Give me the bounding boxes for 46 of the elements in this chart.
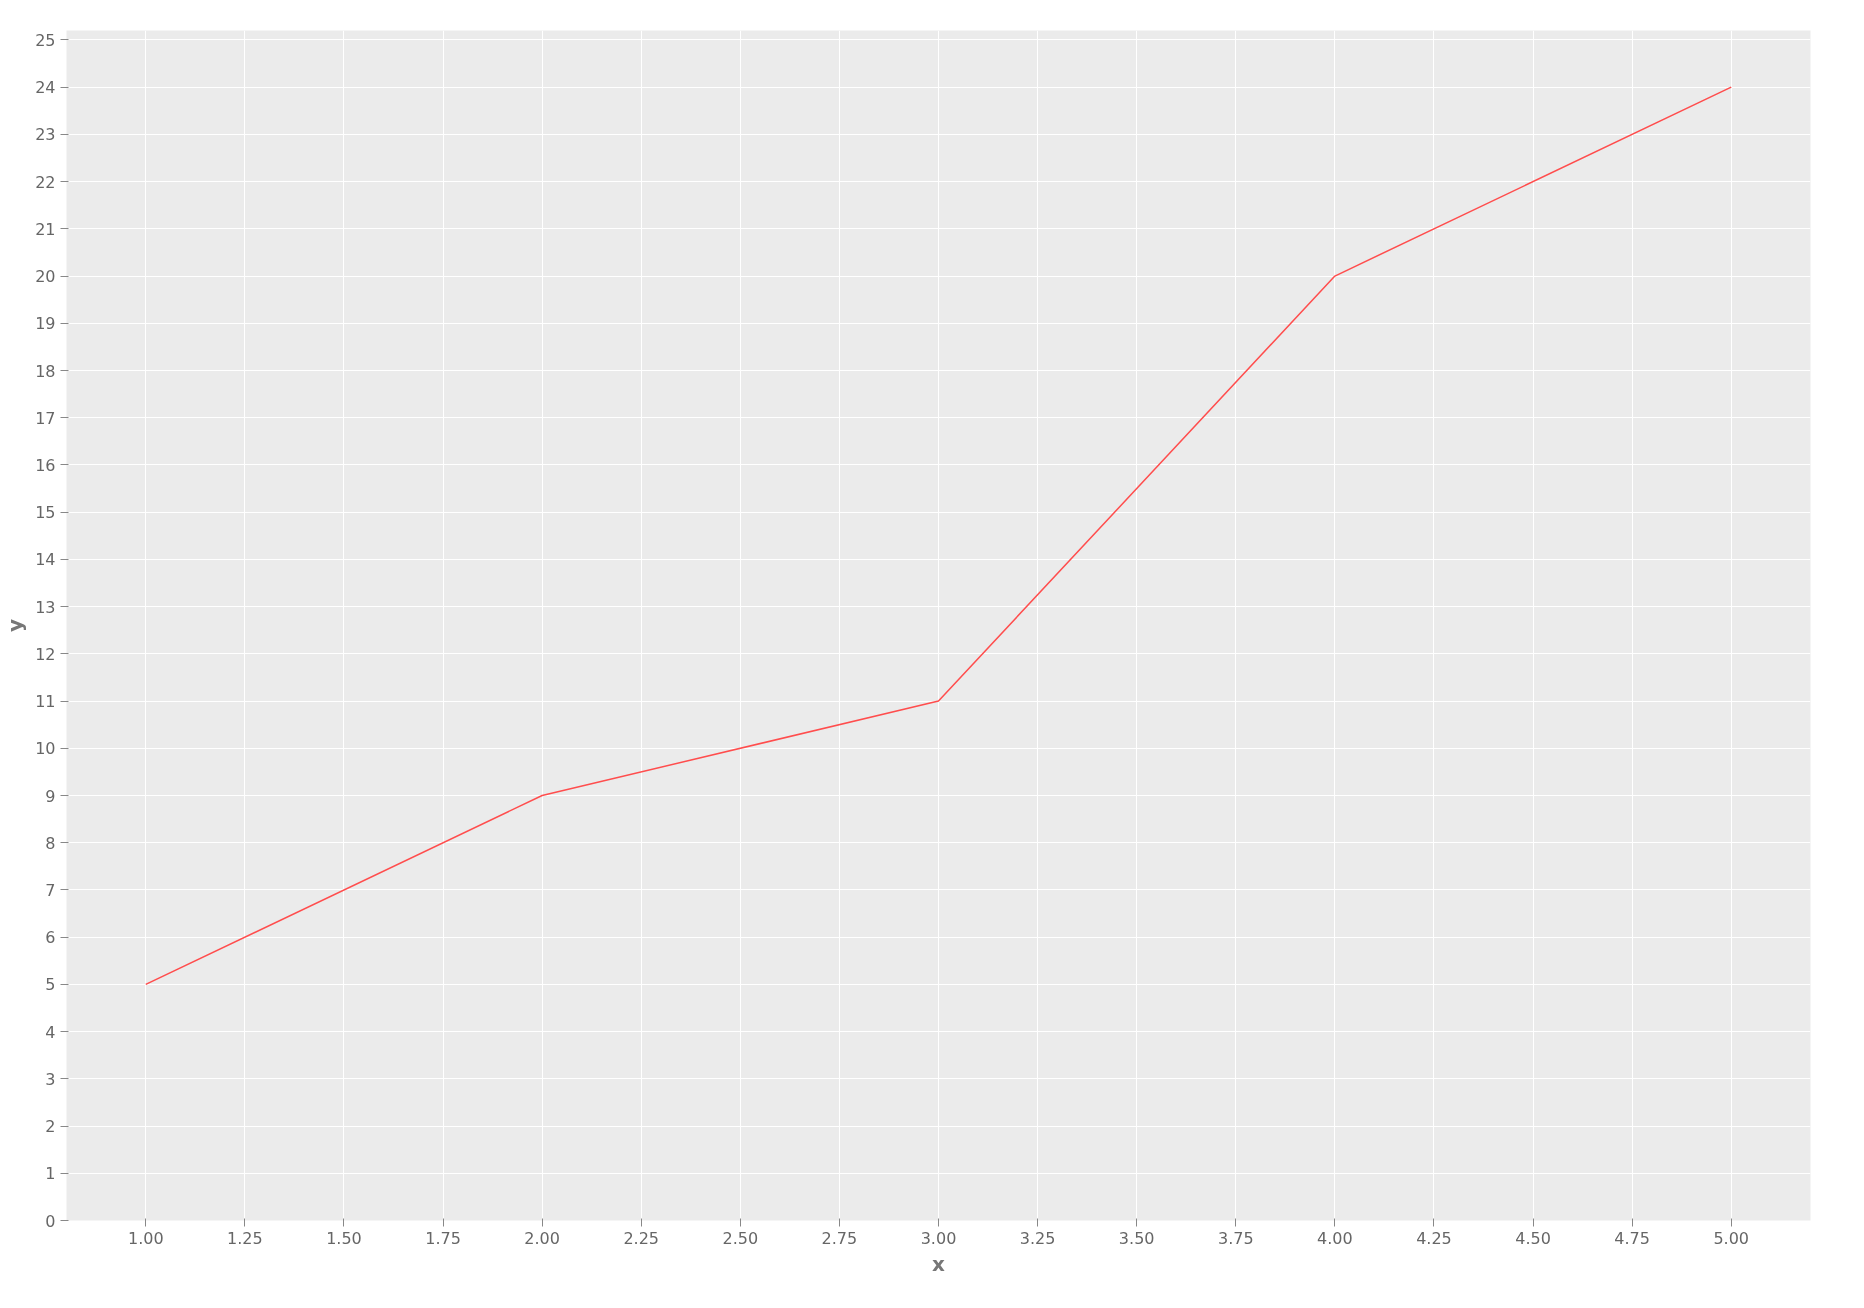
x-tick-label: 4.00 xyxy=(1317,1228,1353,1248)
line-series xyxy=(145,86,1732,986)
y-tick-label: 14 xyxy=(35,550,56,570)
y-tick-label: 2 xyxy=(45,1117,56,1137)
y-tick-label: 0 xyxy=(45,1211,56,1231)
y-tick-label: 5 xyxy=(45,975,56,995)
y-tick-label: 9 xyxy=(45,786,56,806)
y-tick-label: 23 xyxy=(35,125,56,145)
y-axis-title: y xyxy=(3,618,28,633)
x-tick-label: 4.25 xyxy=(1416,1228,1452,1248)
x-tick-label: 3.75 xyxy=(1217,1228,1254,1248)
x-tick-label: 3.00 xyxy=(920,1228,957,1248)
y-tick-label: 18 xyxy=(35,361,56,381)
y-tick-label: 22 xyxy=(35,172,56,192)
x-tick-label: 3.50 xyxy=(1118,1228,1155,1248)
y-tick-label: 4 xyxy=(45,1022,56,1042)
y-tick-label: 24 xyxy=(35,78,56,98)
y-tick-label: 25 xyxy=(35,30,56,50)
x-tick-label: 4.75 xyxy=(1614,1228,1650,1248)
x-tick-label: 2.75 xyxy=(821,1228,858,1248)
x-axis-title: x xyxy=(932,1251,946,1276)
y-tick-label: 15 xyxy=(35,503,56,523)
x-tick-label: 2.00 xyxy=(524,1228,560,1248)
y-tick-label: 3 xyxy=(45,1069,56,1089)
x-tick-label: 3.25 xyxy=(1019,1228,1056,1248)
y-tick-label: 20 xyxy=(35,267,56,287)
y-tick-label: 13 xyxy=(35,597,56,617)
x-tick-label: 5.00 xyxy=(1713,1228,1750,1248)
y-tick-label: 8 xyxy=(45,833,56,853)
y-tick-label: 1 xyxy=(45,1164,56,1184)
y-tick-label: 7 xyxy=(45,880,56,900)
x-tick-label: 1.00 xyxy=(127,1228,164,1248)
x-tick-label: 1.50 xyxy=(326,1228,362,1248)
y-tick-label: 6 xyxy=(45,928,56,948)
y-tick-label: 11 xyxy=(35,692,56,712)
y-tick-label: 10 xyxy=(35,739,56,759)
y-tick-label: 16 xyxy=(35,455,56,475)
x-tick-label: 2.50 xyxy=(722,1228,759,1248)
y-tick-label: 19 xyxy=(35,314,56,334)
x-tick-label: 1.75 xyxy=(425,1228,461,1248)
y-tick-label: 17 xyxy=(35,408,56,428)
x-tick-label: 1.25 xyxy=(227,1228,263,1248)
y-tick-label: 12 xyxy=(35,644,56,664)
x-tick-label: 4.50 xyxy=(1515,1228,1551,1248)
y-tick-label: 21 xyxy=(35,219,56,239)
x-tick-label: 2.25 xyxy=(623,1228,660,1248)
